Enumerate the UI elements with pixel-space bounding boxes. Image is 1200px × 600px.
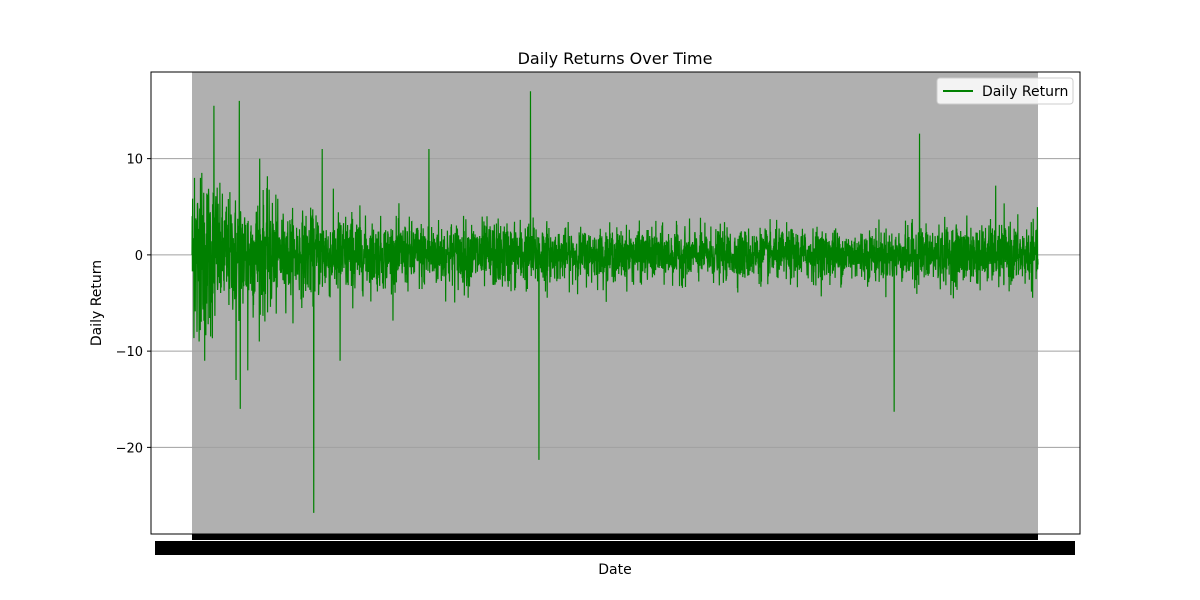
- y-axis-label: Daily Return: [89, 260, 105, 346]
- plot-shaded-region: [192, 72, 1038, 534]
- series-line-daily-return: [191, 91, 1039, 513]
- x-tick-marks-band: [192, 534, 1038, 540]
- x-tick-label-band: [155, 541, 1075, 555]
- y-tick-label: 10: [126, 153, 143, 168]
- y-axis-ticks: 10 0 −10 −20: [116, 153, 151, 456]
- y-tick-label: −10: [116, 345, 143, 360]
- legend: Daily Return: [936, 77, 1074, 105]
- x-axis-label: Date: [598, 562, 631, 578]
- series-daily-return: [191, 91, 1039, 513]
- chart-title: Daily Returns Over Time: [518, 49, 713, 68]
- legend-box: [936, 77, 1074, 105]
- legend-label: Daily Return: [982, 84, 1068, 100]
- y-tick-label: 0: [135, 249, 143, 264]
- y-tick-label: −20: [116, 441, 143, 456]
